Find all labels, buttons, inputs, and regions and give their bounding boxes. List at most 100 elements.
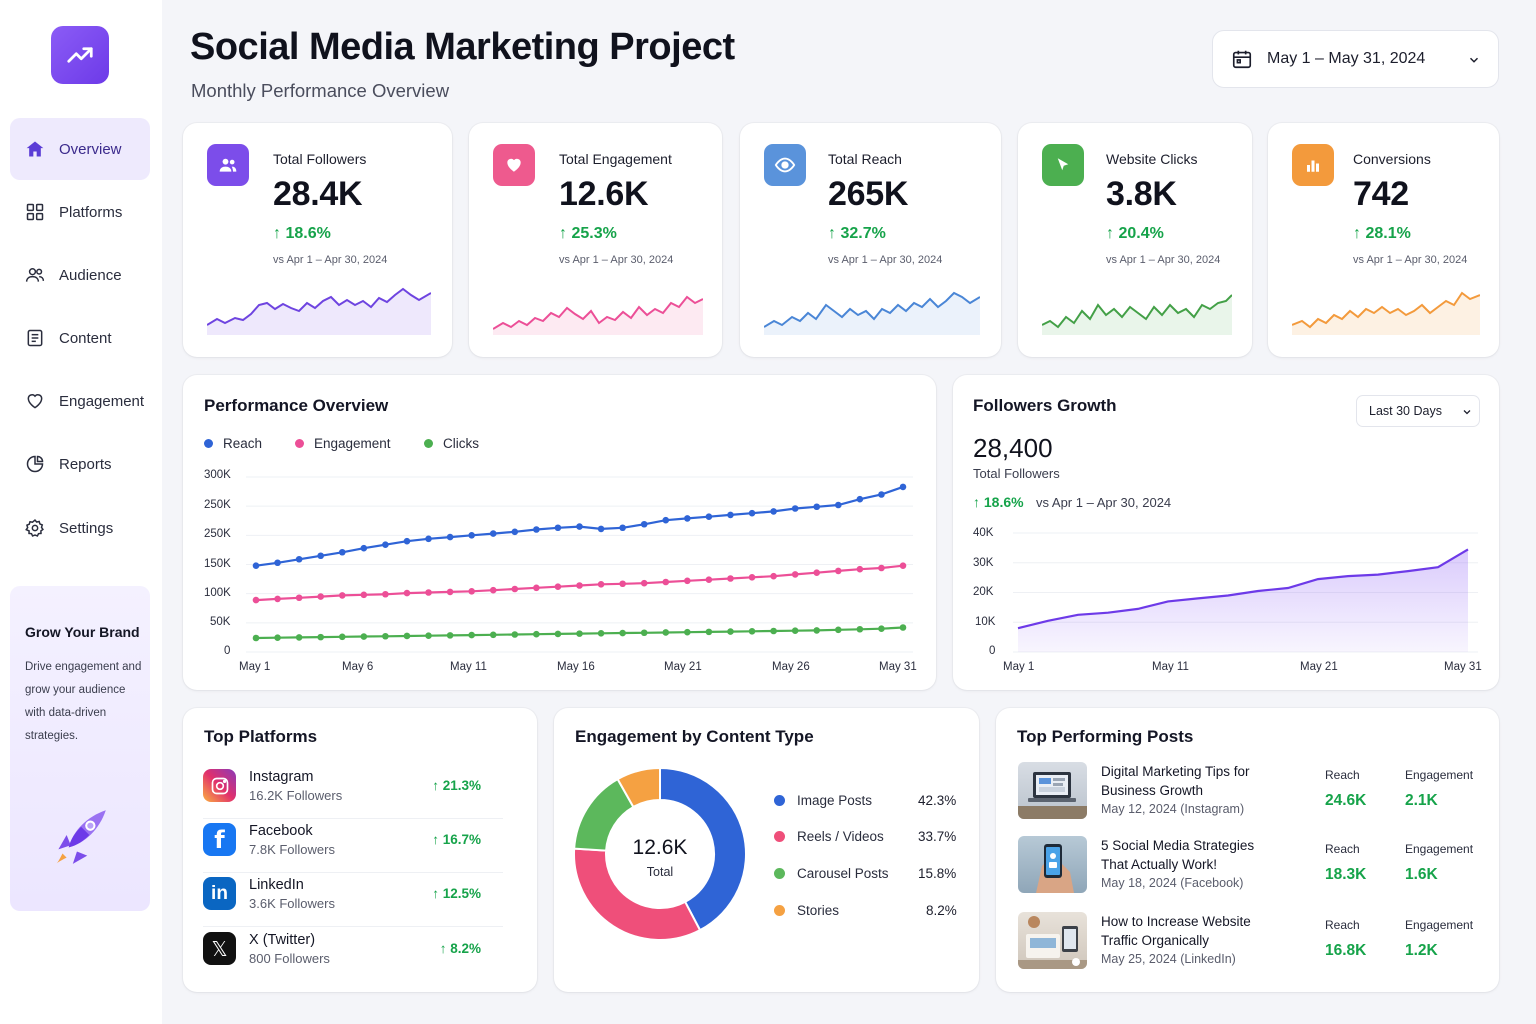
legend-item-clicks[interactable]: Clicks (424, 436, 479, 451)
data-point (511, 631, 519, 638)
data-point (360, 633, 368, 640)
legend-item-carousel[interactable]: Carousel Posts (774, 866, 889, 881)
x-icon: 𝕏 (203, 932, 236, 965)
data-point (899, 624, 907, 631)
platform-name: Facebook (249, 823, 313, 839)
legend-item-reels[interactable]: Reels / Videos (774, 829, 884, 844)
stat-compare: vs Apr 1 – Apr 30, 2024 (828, 254, 943, 266)
data-point (770, 508, 777, 515)
post-row[interactable]: Digital Marketing Tips for Business Grow… (1018, 762, 1488, 826)
stat-card-clicks[interactable]: Website Clicks 3.8K ↑ 20.4% vs Apr 1 – A… (1018, 123, 1252, 357)
data-point (317, 552, 324, 560)
data-point (425, 632, 432, 639)
data-point (317, 593, 324, 600)
range-dropdown[interactable]: Last 30 Days (1356, 395, 1480, 427)
data-point (662, 578, 670, 586)
legend-item-engagement[interactable]: Engagement (295, 436, 391, 451)
data-point (295, 634, 303, 641)
legend-item-image-posts[interactable]: Image Posts (774, 793, 872, 808)
data-point (662, 516, 670, 524)
legend-label: Reach (223, 436, 263, 451)
data-point (878, 564, 885, 572)
users-icon (25, 265, 45, 285)
data-point (640, 629, 648, 637)
sidebar-item-audience[interactable]: Audience (10, 244, 150, 306)
followers-compare: vs Apr 1 – Apr 30, 2024 (1036, 495, 1172, 510)
stat-label: Conversions (1353, 151, 1431, 167)
y-tick: 10K (975, 616, 996, 628)
data-point (511, 585, 519, 593)
card-title: Engagement by Content Type (575, 727, 814, 746)
arrow-up-icon: ↑ (432, 832, 443, 847)
platform-name: LinkedIn (249, 877, 304, 893)
sidebar-item-settings[interactable]: Settings (10, 497, 150, 559)
legend-dot (424, 439, 433, 448)
post-title: Digital Marketing Tips for Business Grow… (1101, 764, 1250, 798)
legend-item-reach[interactable]: Reach (204, 436, 262, 451)
sidebar-item-label: Audience (59, 266, 122, 284)
legend-dot (774, 905, 785, 916)
legend-label: Image Posts (797, 793, 873, 808)
date-range-picker[interactable]: May 1 – May 31, 2024 (1212, 30, 1499, 88)
stat-value: 12.6K (559, 175, 649, 213)
data-point (295, 555, 303, 563)
stat-compare: vs Apr 1 – Apr 30, 2024 (559, 254, 674, 266)
calendar-icon (1232, 50, 1252, 69)
post-engagement: 1.6K (1405, 866, 1438, 883)
legend-item-stories[interactable]: Stories (774, 903, 839, 918)
arrow-up-icon: ↑ (432, 886, 443, 901)
platform-row-x[interactable]: 𝕏 X (Twitter) 800 Followers ↑ 8.2% (203, 928, 503, 982)
card-title: Performance Overview (204, 396, 389, 415)
platform-row-linkedin[interactable]: in LinkedIn 3.6K Followers ↑ 12.5% (203, 873, 503, 927)
platform-followers: 7.8K Followers (249, 842, 335, 857)
app-logo[interactable] (51, 26, 109, 84)
data-point (856, 495, 864, 503)
post-date: May 18, 2024 (Facebook) (1101, 876, 1244, 890)
sidebar: Overview Platforms Audience Content Enga… (0, 0, 162, 1024)
legend-label: Stories (797, 903, 840, 918)
sidebar-item-content[interactable]: Content (10, 307, 150, 369)
platform-followers: 800 Followers (249, 951, 330, 966)
stat-card-conversions[interactable]: Conversions 742 ↑ 28.1% vs Apr 1 – Apr 3… (1268, 123, 1499, 357)
sidebar-item-engagement[interactable]: Engagement (10, 370, 150, 432)
data-point (382, 541, 389, 548)
stat-label: Total Reach (828, 151, 902, 167)
stat-compare: vs Apr 1 – Apr 30, 2024 (1106, 254, 1221, 266)
platform-change-value: 8.2% (450, 941, 481, 956)
donut-slice-stories (616, 766, 661, 809)
stat-card-engagement[interactable]: Total Engagement 12.6K ↑ 25.3% vs Apr 1 … (469, 123, 722, 357)
stat-card-reach[interactable]: Total Reach 265K ↑ 32.7% vs Apr 1 – Apr … (740, 123, 1001, 357)
card-title: Followers Growth (973, 396, 1117, 415)
x-tick: May 31 (879, 661, 917, 673)
pie-chart-icon (25, 454, 45, 474)
data-point (856, 565, 864, 573)
heart-icon (25, 391, 45, 411)
linkedin-icon: in (203, 877, 236, 910)
arrow-up-icon: ↑ (1106, 225, 1119, 242)
top-posts-card: Top Performing Posts Digital Marketing T… (996, 708, 1499, 992)
sidebar-item-reports[interactable]: Reports (10, 433, 150, 495)
data-point (554, 524, 562, 532)
data-point (468, 631, 475, 639)
sidebar-item-label: Content (59, 329, 112, 347)
post-row[interactable]: 5 Social Media Strategies That Actually … (1018, 836, 1488, 900)
data-point (425, 535, 432, 543)
platform-row-facebook[interactable]: f Facebook 7.8K Followers ↑ 16.7% (203, 819, 503, 873)
x-tick: May 21 (1300, 661, 1338, 673)
reach-label: Reach (1325, 768, 1360, 782)
legend-dot (774, 795, 785, 806)
legend-value: 42.3% (918, 793, 957, 808)
sidebar-item-overview[interactable]: Overview (10, 118, 150, 180)
range-dropdown-value: Last 30 Days (1369, 404, 1442, 418)
promo-card: Grow Your Brand Drive engagement and gro… (10, 586, 150, 911)
arrow-up-icon: ↑ (559, 225, 572, 242)
data-point (489, 631, 497, 639)
heart-icon (493, 144, 535, 186)
platform-row-instagram[interactable]: Instagram 16.2K Followers ↑ 21.3% (203, 765, 503, 819)
post-thumbnail (1018, 836, 1087, 893)
sidebar-item-platforms[interactable]: Platforms (10, 181, 150, 243)
data-point (878, 625, 885, 632)
stat-card-followers[interactable]: Total Followers 28.4K ↑ 18.6% vs Apr 1 –… (183, 123, 452, 357)
platform-change: ↑ 16.7% (432, 832, 481, 847)
post-row[interactable]: How to Increase Website Traffic Organica… (1018, 912, 1488, 976)
